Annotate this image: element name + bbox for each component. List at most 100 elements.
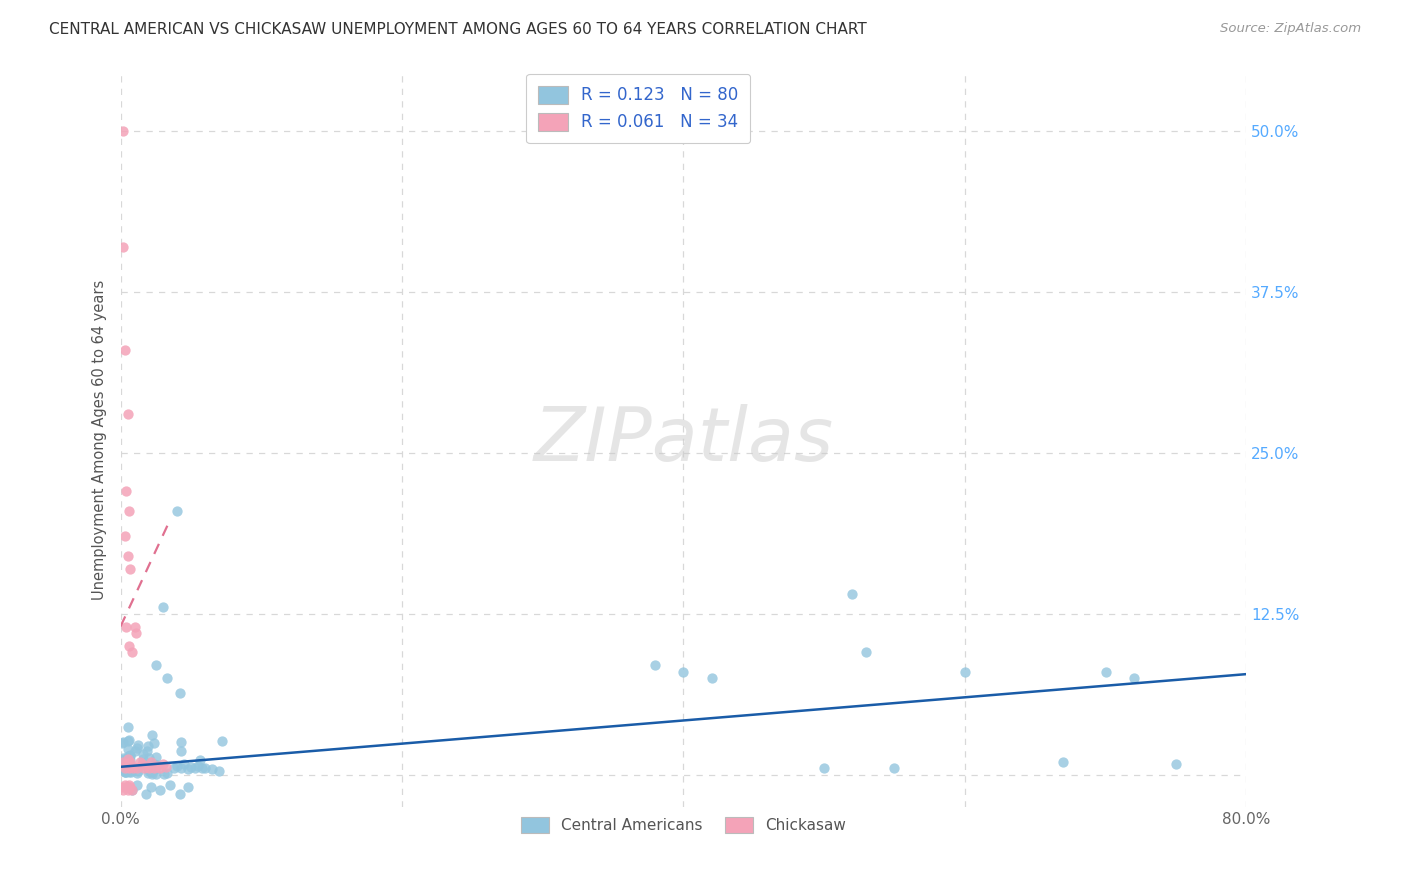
Point xyxy=(118,639,141,653)
Point xyxy=(149,783,172,797)
Point xyxy=(127,741,149,756)
Point xyxy=(127,764,149,779)
Text: ZIPatlas: ZIPatlas xyxy=(533,404,834,475)
Point xyxy=(855,645,877,659)
Point xyxy=(136,765,159,780)
Point xyxy=(117,549,139,563)
Point xyxy=(114,764,136,779)
Point xyxy=(145,658,167,673)
Point xyxy=(114,764,136,779)
Point xyxy=(141,780,163,795)
Point xyxy=(201,763,224,777)
Point xyxy=(127,738,149,752)
Point xyxy=(121,645,143,659)
Point xyxy=(138,764,160,779)
Point xyxy=(138,761,160,775)
Point xyxy=(184,761,207,775)
Point xyxy=(115,765,138,780)
Point xyxy=(111,758,134,772)
Point xyxy=(166,758,188,772)
Text: Source: ZipAtlas.com: Source: ZipAtlas.com xyxy=(1220,22,1361,36)
Point xyxy=(118,765,141,780)
Point xyxy=(112,240,135,254)
Point xyxy=(169,787,191,801)
Point xyxy=(141,763,163,777)
Point xyxy=(124,744,146,758)
Point xyxy=(169,685,191,699)
Point xyxy=(156,765,179,780)
Point xyxy=(117,783,139,797)
Point xyxy=(155,760,177,774)
Point xyxy=(127,761,149,775)
Point xyxy=(118,761,141,775)
Point xyxy=(138,751,160,765)
Point xyxy=(115,619,138,633)
Point xyxy=(170,735,193,749)
Point xyxy=(111,780,134,795)
Point xyxy=(114,529,136,543)
Point xyxy=(121,762,143,776)
Point xyxy=(152,600,174,615)
Point xyxy=(134,761,156,775)
Point xyxy=(118,778,141,792)
Point xyxy=(159,778,181,792)
Point xyxy=(700,671,723,685)
Point xyxy=(177,780,200,795)
Point xyxy=(644,658,666,673)
Point xyxy=(120,561,142,575)
Point xyxy=(117,749,139,764)
Point xyxy=(115,759,138,773)
Point xyxy=(118,763,141,777)
Point xyxy=(125,626,148,640)
Point xyxy=(136,744,159,758)
Point xyxy=(122,761,145,775)
Point xyxy=(117,756,139,770)
Point xyxy=(141,765,163,780)
Point xyxy=(117,720,139,734)
Point xyxy=(112,760,135,774)
Y-axis label: Unemployment Among Ages 60 to 64 years: Unemployment Among Ages 60 to 64 years xyxy=(93,280,107,600)
Point xyxy=(114,778,136,792)
Point xyxy=(114,761,136,775)
Point xyxy=(145,750,167,764)
Point xyxy=(111,124,134,138)
Point xyxy=(170,761,193,775)
Point xyxy=(146,758,169,772)
Point xyxy=(120,747,142,762)
Point xyxy=(141,755,163,769)
Legend: Central Americans, Chickasaw: Central Americans, Chickasaw xyxy=(515,811,852,839)
Point xyxy=(813,761,835,775)
Point xyxy=(117,734,139,748)
Point xyxy=(115,780,138,795)
Point xyxy=(114,761,136,775)
Point xyxy=(115,484,138,499)
Point xyxy=(127,778,149,792)
Point xyxy=(1122,671,1144,685)
Point xyxy=(1164,757,1187,772)
Point xyxy=(841,587,863,601)
Point xyxy=(117,780,139,795)
Point xyxy=(149,761,172,775)
Point xyxy=(111,734,134,748)
Point xyxy=(124,619,146,633)
Point xyxy=(111,753,134,767)
Point xyxy=(136,763,159,777)
Point xyxy=(145,767,167,781)
Point xyxy=(117,752,139,766)
Point xyxy=(141,766,163,780)
Point xyxy=(120,763,142,777)
Point xyxy=(953,665,976,679)
Point xyxy=(121,783,143,797)
Point xyxy=(129,755,152,769)
Point xyxy=(146,758,169,772)
Point xyxy=(118,749,141,764)
Point xyxy=(112,755,135,769)
Point xyxy=(191,761,214,775)
Point xyxy=(208,764,231,778)
Point xyxy=(120,755,142,769)
Point xyxy=(115,757,138,772)
Point xyxy=(132,747,155,762)
Point xyxy=(173,757,195,772)
Point xyxy=(141,728,163,742)
Point xyxy=(114,343,136,357)
